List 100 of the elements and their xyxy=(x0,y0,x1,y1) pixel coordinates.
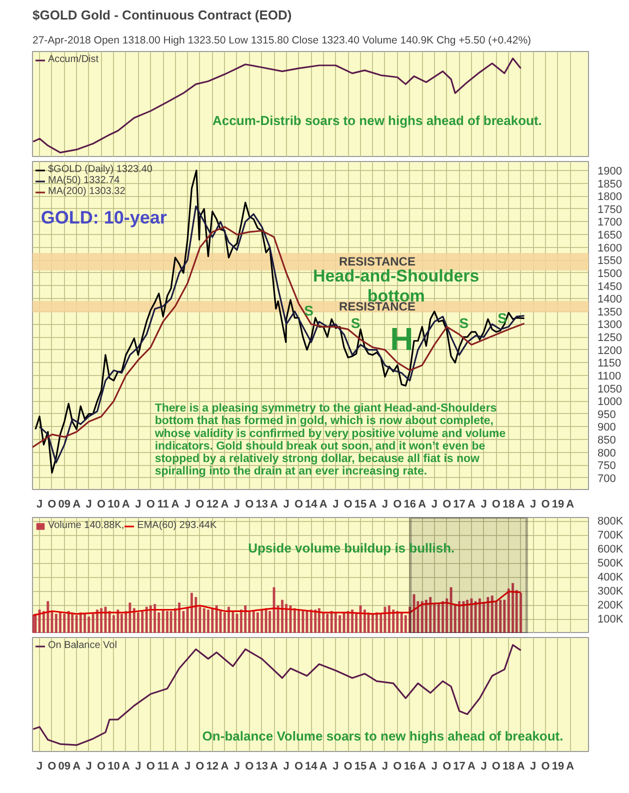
bar xyxy=(310,610,312,633)
y-tick-label: 1350 xyxy=(598,306,622,318)
bar xyxy=(318,608,320,633)
x-tick-label: A xyxy=(220,760,229,772)
x-tick-label: O xyxy=(442,498,452,510)
y-tick-label: 1600 xyxy=(598,242,622,254)
bar xyxy=(170,610,172,633)
bar xyxy=(450,587,452,633)
x-tick-label: A xyxy=(270,498,278,510)
x-tick-label: A xyxy=(467,760,476,772)
x-tick-label: J xyxy=(86,498,92,510)
bar xyxy=(306,610,308,633)
bar xyxy=(202,608,206,633)
bar xyxy=(145,606,148,633)
y-tick-label: 1450 xyxy=(598,280,622,293)
y-tick-label: 900 xyxy=(598,422,616,434)
x-tick-label: J xyxy=(135,498,142,510)
y-tick-label: 200K xyxy=(598,600,624,612)
bar xyxy=(499,600,502,633)
x-tick-label: 09 xyxy=(58,498,71,510)
annotation: S xyxy=(459,314,469,331)
x-tick-label: A xyxy=(171,760,180,772)
y-tick-label: 700 xyxy=(598,472,616,485)
x-tick-label: A xyxy=(270,760,278,772)
x-tick-label: O xyxy=(48,498,57,510)
annotation: On-balance Volume soars to new highs ahead of breakout. xyxy=(202,728,564,744)
bar xyxy=(420,601,424,633)
x-tick-label: O xyxy=(492,498,501,510)
bar xyxy=(236,614,238,633)
bar xyxy=(429,597,432,633)
x-tick-label: O xyxy=(196,498,205,510)
bar xyxy=(256,612,259,633)
bar xyxy=(486,597,490,633)
bar xyxy=(128,602,132,633)
x-tick-label: A xyxy=(368,498,377,510)
x-tick-label: 17 xyxy=(453,498,466,510)
bar xyxy=(437,602,440,633)
annotation: S xyxy=(304,302,314,319)
y-tick-label: 1050 xyxy=(598,383,622,396)
x-tick-label: 10 xyxy=(108,498,120,510)
y-tick-label: 1500 xyxy=(598,268,622,280)
bar xyxy=(302,610,304,633)
annotation: H xyxy=(390,320,414,357)
y-tick-label: 1900 xyxy=(598,165,622,178)
x-tick-label: A xyxy=(319,760,328,772)
y-tick-label: 1400 xyxy=(598,294,622,306)
y-tick-label: 800 xyxy=(598,447,616,460)
x-tick-label: A xyxy=(368,760,377,772)
y-tick-label: 1700 xyxy=(598,216,622,229)
x-tick-label: O xyxy=(196,760,205,772)
y-tick-label: 1100 xyxy=(598,370,622,382)
x-tick-label: A xyxy=(122,498,130,510)
y-tick-label: 100K xyxy=(598,614,624,626)
x-tick-label: 13 xyxy=(256,760,268,772)
x-tick-label: O xyxy=(97,498,106,510)
x-tick-label: O xyxy=(294,498,304,510)
x-tick-label: J xyxy=(480,498,487,510)
x-tick-label: J xyxy=(234,498,240,510)
bar xyxy=(108,610,111,633)
bar xyxy=(264,608,268,633)
x-tick-label: J xyxy=(283,760,290,772)
y-tick-label: 1850 xyxy=(598,178,622,190)
x-tick-label: A xyxy=(122,760,130,772)
bar xyxy=(338,615,342,633)
y-tick-label: 1800 xyxy=(598,191,622,204)
bar xyxy=(462,601,465,633)
x-tick-label: 16 xyxy=(404,760,416,772)
x-tick-label: J xyxy=(332,760,339,772)
bar xyxy=(67,610,70,633)
x-tick-label: A xyxy=(516,498,525,510)
bar xyxy=(79,612,82,633)
annotation: Upside volume buildup is bullish. xyxy=(248,540,455,556)
bar xyxy=(490,596,494,633)
bar xyxy=(342,612,346,633)
bar xyxy=(400,612,403,633)
legend-label: EMA(60) 293.44K xyxy=(137,520,217,531)
x-tick-label: O xyxy=(146,498,156,510)
y-tick-label: 750 xyxy=(598,460,616,472)
x-tick-label: 17 xyxy=(453,760,466,772)
bar xyxy=(260,610,264,633)
x-tick-label: 14 xyxy=(305,498,318,510)
bar xyxy=(116,610,120,633)
line-series xyxy=(32,590,522,616)
y-tick-label: 850 xyxy=(598,434,616,447)
bar xyxy=(46,601,50,633)
bar xyxy=(384,606,386,633)
bar xyxy=(54,614,58,633)
x-tick-label: 16 xyxy=(404,498,416,510)
bar xyxy=(92,614,94,633)
y-tick-label: 500K xyxy=(598,558,624,570)
x-tick-label: A xyxy=(467,498,476,510)
y-tick-label: 300K xyxy=(598,586,624,598)
bar xyxy=(371,614,374,633)
bar xyxy=(141,610,144,633)
x-tick-label: 14 xyxy=(305,760,318,772)
legend-label: On Balance Vol xyxy=(48,640,117,651)
y-tick-label: 1750 xyxy=(598,204,622,216)
bar xyxy=(75,615,78,633)
chart-title: $GOLD Gold - Continuous Contract (EOD) xyxy=(32,8,292,22)
x-tick-label: J xyxy=(86,760,92,772)
